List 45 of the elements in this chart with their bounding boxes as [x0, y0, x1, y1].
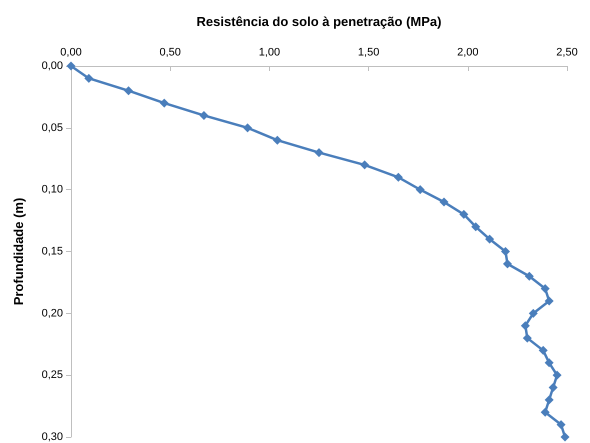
y-axis-title: Profundidade (m) [11, 198, 26, 306]
point [540, 408, 550, 417]
point [548, 383, 558, 392]
x-tick-label: 1,50 [358, 46, 380, 58]
point [243, 123, 252, 132]
point [500, 247, 510, 256]
point [552, 370, 562, 380]
point [556, 420, 566, 430]
x-tick-label: 0,00 [60, 46, 82, 58]
y-tick-label: 0,25 [42, 369, 63, 382]
y-tick-label: 0,20 [42, 307, 63, 320]
point [160, 98, 169, 108]
point [360, 160, 370, 170]
y-tick-label: 0,00 [42, 60, 63, 72]
point [544, 358, 554, 368]
point [272, 136, 282, 145]
point [416, 185, 425, 194]
x-tick-label: 1,00 [258, 46, 280, 58]
point [540, 284, 550, 294]
x-tick-label: 2,00 [457, 46, 479, 58]
point [544, 296, 554, 306]
point [544, 395, 554, 404]
x-tick-label: 2,50 [556, 46, 578, 58]
point [439, 198, 448, 207]
x-axis-title: Resistência do solo à penetração (MPa) [196, 14, 442, 29]
point [485, 234, 494, 244]
y-tick-label: 0,10 [42, 184, 63, 196]
point [471, 222, 480, 232]
point [522, 334, 532, 343]
point [124, 86, 134, 96]
y-tick-label: 0,30 [42, 431, 63, 443]
point [560, 432, 570, 442]
point [538, 346, 548, 355]
point [314, 148, 324, 158]
point [394, 172, 403, 182]
point [528, 308, 538, 318]
y-tick-label: 0,05 [42, 122, 63, 134]
point [84, 74, 94, 83]
point [520, 321, 530, 330]
x-tick-label: 0,50 [159, 46, 181, 58]
point [502, 259, 512, 268]
y-tick-label: 0,15 [42, 246, 63, 258]
point [199, 110, 208, 120]
point [459, 210, 468, 219]
point [524, 272, 534, 281]
